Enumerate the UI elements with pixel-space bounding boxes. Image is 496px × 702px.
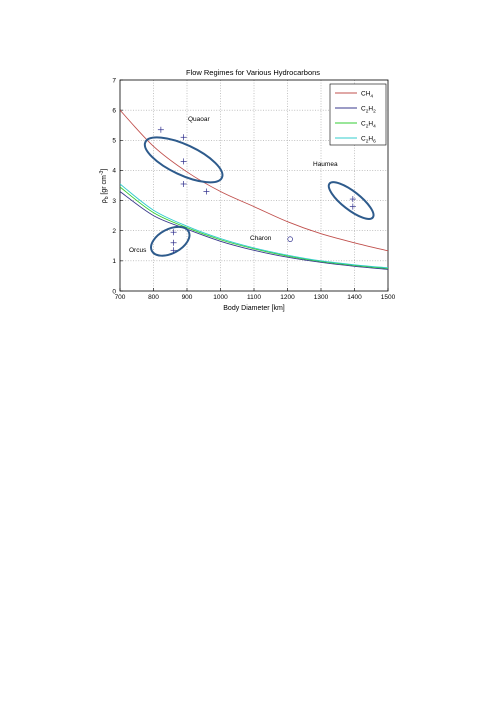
- x-tick-label: 1300: [314, 294, 329, 301]
- marker-quaoar: [180, 180, 187, 187]
- y-tick-label: 2: [112, 228, 116, 235]
- y-tick-label: 6: [112, 107, 116, 114]
- series-lines: [120, 109, 388, 270]
- legend: CH4 C2H2 C2H4 C2H6: [329, 83, 387, 146]
- marker-haumea: [349, 196, 356, 203]
- y-tick-label: 4: [112, 168, 116, 175]
- chart-title: Flow Regimes for Various Hydrocarbons: [186, 68, 320, 77]
- marker-quaoar: [180, 134, 187, 141]
- marker-quaoar: [203, 188, 210, 195]
- marker-orcus: [170, 247, 177, 254]
- marker-charon: [287, 236, 293, 242]
- x-tick-label: 700: [115, 294, 126, 301]
- x-tick-label: 1500: [381, 294, 396, 301]
- x-tick-label: 1200: [280, 294, 295, 301]
- x-tick-label: 900: [182, 294, 193, 301]
- series-line-c2h6: [120, 183, 388, 269]
- x-tick-label: 800: [148, 294, 159, 301]
- legend-box: [329, 83, 387, 146]
- ellipse-haumea: [327, 181, 375, 220]
- y-tick-label: 1: [112, 258, 116, 265]
- series-line-ch4: [120, 109, 388, 252]
- label-charon: Charon: [250, 235, 272, 242]
- label-haumea: Haumea: [313, 161, 338, 168]
- series-line-c2h2: [120, 191, 388, 270]
- y-axis-ticks: 0 1 2 3 4 5 6 7: [112, 77, 123, 295]
- legend-label-c2h6: C2H6: [361, 136, 376, 145]
- y-tick-label: 5: [112, 138, 116, 145]
- label-quaoar: Quaoar: [188, 116, 211, 123]
- marker-quaoar: [180, 158, 187, 165]
- x-axis-ticks: 700 800 900 1000 1100 1200 1300 1400 1500: [115, 288, 396, 301]
- legend-label-c2h4: C2H4: [361, 121, 376, 130]
- label-orcus: Orcus: [129, 247, 147, 254]
- legend-label-c2h2: C2H2: [361, 106, 376, 115]
- ellipse-orcus: [150, 225, 191, 257]
- ellipse-quaoar: [143, 136, 224, 184]
- legend-label-ch4: CH4: [361, 91, 373, 100]
- y-axis-label: ρb [gr cm-3]: [99, 169, 110, 204]
- x-axis-label: Body Diameter [km]: [223, 305, 285, 312]
- body-markers: Quaoar Orcus Haumea Charon: [129, 116, 375, 257]
- y-tick-label: 0: [112, 288, 116, 295]
- marker-haumea: [349, 203, 356, 210]
- series-line-c2h4: [120, 186, 388, 269]
- y-tick-label: 7: [112, 77, 116, 84]
- marker-orcus: [170, 229, 177, 236]
- marker-orcus: [170, 239, 177, 246]
- x-tick-label: 1400: [347, 294, 362, 301]
- marker-quaoar: [157, 126, 164, 133]
- x-tick-label: 1000: [213, 294, 228, 301]
- x-tick-label: 1100: [247, 294, 261, 301]
- y-tick-label: 3: [112, 198, 116, 205]
